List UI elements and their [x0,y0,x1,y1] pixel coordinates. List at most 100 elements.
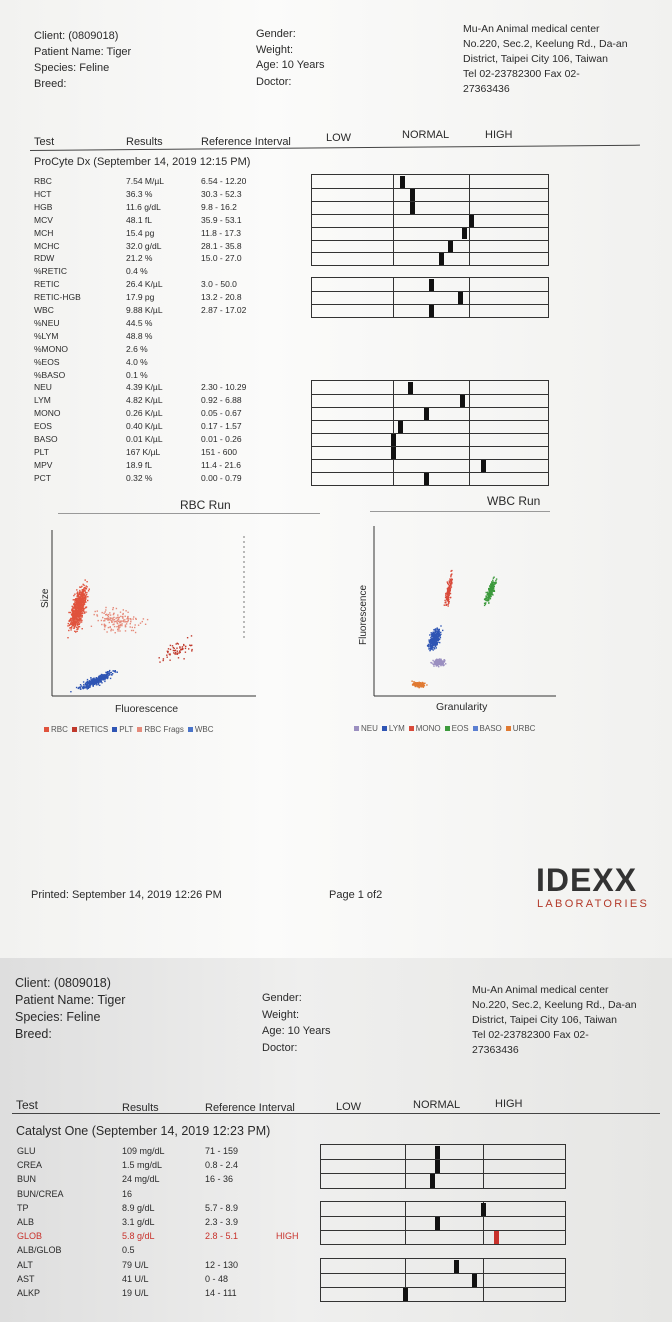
dot [117,614,119,616]
dot [416,683,419,685]
grid-row-line [312,213,548,215]
dot [437,629,439,631]
dot [107,619,109,621]
dot [76,600,79,603]
dot [84,598,87,601]
test-result: 167 K/µL [126,446,161,457]
dot [98,680,100,682]
dot [80,613,82,615]
dot [493,586,495,588]
dot [495,578,498,580]
dot [125,623,128,625]
test-result: 0.26 K/µL [126,408,163,419]
dot [444,659,446,662]
test-result: 26.4 K/µL [126,279,163,290]
dot [485,591,487,594]
dot [111,621,113,623]
dot [104,620,106,622]
dot [112,673,114,675]
dot [74,623,76,625]
dot [79,609,82,611]
test-name: BUN [17,1174,37,1185]
test-result: 36.3 % [126,188,153,199]
dot [124,624,127,626]
dot [100,619,103,622]
grid-col-line [404,1201,406,1245]
dot [435,630,437,632]
dot [495,582,497,584]
dot [79,589,81,592]
level-marker [407,382,413,395]
dot [450,576,452,578]
dot [78,626,81,628]
dot [98,678,100,680]
dot [69,622,72,624]
dot [434,640,437,642]
dot [76,610,78,612]
dot [175,653,177,655]
dot [83,584,85,586]
level-marker [434,1216,440,1231]
dot [113,621,115,623]
dot [448,590,450,592]
dot [70,617,72,620]
dot [423,685,426,687]
test-name: MCHC [34,240,60,251]
dot [89,683,91,685]
test-result: 41 U/L [122,1273,149,1284]
reference-interval: 2.3 - 3.9 [205,1217,239,1227]
dot [73,626,76,628]
dot [119,622,121,624]
dot [428,644,430,646]
dot [78,609,80,612]
legend-swatch [112,727,118,733]
dot [175,651,177,654]
dot [447,605,449,607]
dot [113,613,115,615]
grid-row-line [312,291,548,293]
dot [429,634,431,636]
dot [104,675,107,677]
dot [104,626,106,628]
dot [124,615,126,617]
dot [443,604,445,606]
dot [417,683,420,685]
col-high: HIGH [495,1098,523,1110]
grid-col-line [483,1201,485,1245]
dot [435,631,437,634]
dot [70,619,72,621]
dot [416,684,418,686]
dot [431,648,433,650]
dot [436,638,438,641]
dot [93,677,95,679]
test-result: 0.1 % [126,369,148,380]
dot [67,625,69,627]
dot [108,674,110,676]
dot [123,619,125,621]
dot [119,620,122,622]
dot [110,628,113,630]
level-marker [454,1259,460,1273]
dot [77,608,79,610]
dot [430,646,432,649]
test-name: %EOS [34,356,60,367]
dot [78,611,81,613]
dot [78,623,80,625]
dot [73,627,75,629]
dot [82,600,84,602]
dot [71,617,73,620]
dot [493,589,495,592]
dot [84,611,86,613]
reference-interval: 30.3 - 52.3 [201,188,242,199]
test-result: 2.6 % [126,343,148,354]
dot [80,594,82,596]
dot [82,686,84,688]
dot [421,684,423,686]
dot [104,624,106,626]
dot [492,577,495,579]
dot [101,674,103,676]
legend-item: RETICS [71,725,108,734]
wbc-ylabel: Fluorescence [358,584,369,645]
test-name: RETIC-HGB [34,292,81,303]
dot [118,616,120,619]
